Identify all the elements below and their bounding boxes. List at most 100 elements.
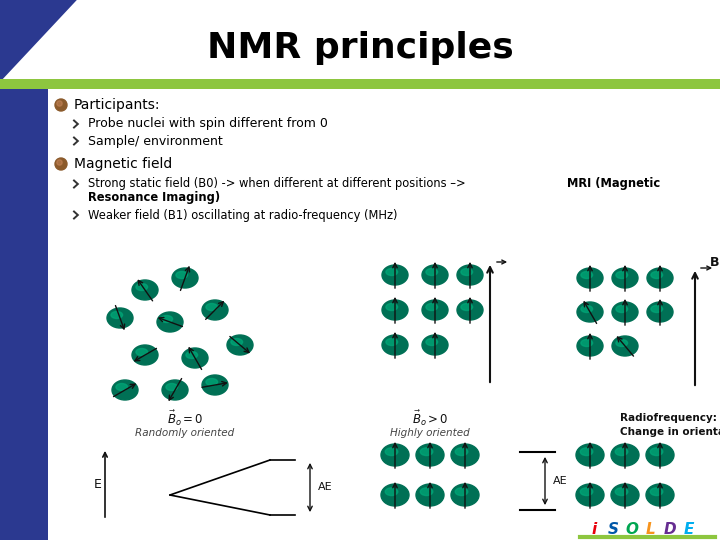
Text: NMR principles: NMR principles [207,31,513,65]
Ellipse shape [111,312,122,319]
Text: O: O [626,523,639,537]
Text: Weaker field (B1) oscillating at radio-frequency (MHz): Weaker field (B1) oscillating at radio-f… [88,208,397,221]
Text: MRI (Magnetic: MRI (Magnetic [567,178,660,191]
Ellipse shape [116,383,127,390]
Ellipse shape [385,448,397,456]
Text: AE: AE [553,476,567,486]
Circle shape [55,158,67,170]
Circle shape [55,99,67,111]
Ellipse shape [650,488,663,496]
Ellipse shape [612,336,638,356]
Text: Radiofrequency:: Radiofrequency: [620,413,717,423]
Text: i: i [591,523,597,537]
Ellipse shape [176,272,188,279]
Ellipse shape [615,448,628,456]
Ellipse shape [457,265,483,285]
Ellipse shape [461,303,472,310]
Ellipse shape [416,484,444,506]
Text: D: D [664,523,676,537]
Ellipse shape [651,272,662,279]
Ellipse shape [107,308,133,328]
Ellipse shape [227,335,253,355]
Ellipse shape [451,444,479,466]
Text: Resonance Imaging): Resonance Imaging) [88,192,220,205]
Ellipse shape [420,448,433,456]
Ellipse shape [612,302,638,322]
Ellipse shape [382,300,408,320]
Text: Strong static field (B0) -> when different at different positions –>: Strong static field (B0) -> when differe… [88,178,469,191]
Ellipse shape [426,303,438,310]
Text: Probe nuclei with spin different from 0: Probe nuclei with spin different from 0 [88,118,328,131]
Ellipse shape [576,444,604,466]
Ellipse shape [611,444,639,466]
Ellipse shape [381,484,409,506]
Ellipse shape [172,268,198,288]
Ellipse shape [577,302,603,322]
Ellipse shape [457,300,483,320]
Ellipse shape [386,339,397,346]
Text: E: E [94,477,102,490]
Ellipse shape [646,444,674,466]
Text: B: B [710,255,719,268]
Circle shape [57,160,62,165]
Ellipse shape [422,335,448,355]
Ellipse shape [651,306,662,313]
Ellipse shape [611,484,639,506]
Ellipse shape [577,336,603,356]
Ellipse shape [647,302,673,322]
Ellipse shape [422,300,448,320]
Ellipse shape [616,306,628,313]
Ellipse shape [166,383,178,390]
Text: $\vec{B}_o = 0$: $\vec{B}_o = 0$ [167,408,203,428]
Ellipse shape [112,380,138,400]
Bar [0,79,720,89]
Text: S: S [608,523,618,537]
Ellipse shape [581,306,593,313]
Text: Sample/ environment: Sample/ environment [88,134,222,147]
Ellipse shape [202,375,228,395]
Bar [0,85,48,540]
Ellipse shape [616,340,628,347]
Ellipse shape [381,444,409,466]
Ellipse shape [157,312,183,332]
Text: Magnetic field: Magnetic field [74,157,172,171]
Ellipse shape [136,284,148,291]
Text: Highly oriented: Highly oriented [390,428,470,438]
Ellipse shape [461,268,472,275]
Ellipse shape [581,340,593,347]
Ellipse shape [455,488,468,496]
Text: AE: AE [318,482,333,492]
Text: L: L [646,523,656,537]
Ellipse shape [136,348,148,355]
Circle shape [57,101,62,106]
Ellipse shape [646,484,674,506]
Ellipse shape [132,345,158,365]
Polygon shape [0,0,77,82]
Ellipse shape [161,315,173,322]
Ellipse shape [422,265,448,285]
Ellipse shape [132,280,158,300]
Ellipse shape [650,448,663,456]
Ellipse shape [616,272,628,279]
Ellipse shape [385,488,397,496]
Ellipse shape [426,339,438,346]
Text: Change in orientation: Change in orientation [620,427,720,437]
Ellipse shape [581,272,593,279]
Ellipse shape [576,484,604,506]
Ellipse shape [231,339,243,346]
Ellipse shape [426,268,438,275]
Text: Randomly oriented: Randomly oriented [135,428,235,438]
Ellipse shape [206,303,217,310]
Ellipse shape [580,488,593,496]
Ellipse shape [615,488,628,496]
Ellipse shape [202,300,228,320]
Ellipse shape [186,352,197,359]
Ellipse shape [580,448,593,456]
Ellipse shape [455,448,468,456]
Ellipse shape [386,303,397,310]
Ellipse shape [382,335,408,355]
Ellipse shape [386,268,397,275]
Ellipse shape [420,488,433,496]
Ellipse shape [612,268,638,288]
Ellipse shape [416,444,444,466]
